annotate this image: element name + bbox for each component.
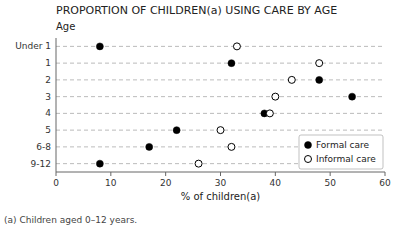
x-tick-label: 20 xyxy=(160,178,172,188)
x-tick-label: 60 xyxy=(379,178,391,188)
legend-label: Formal care xyxy=(316,140,370,150)
y-tick-label: 5 xyxy=(45,125,51,135)
category-guide xyxy=(56,79,385,80)
dot xyxy=(316,60,323,67)
dot xyxy=(266,110,273,117)
x-tick xyxy=(165,172,166,176)
dot xyxy=(316,76,323,83)
y-axis-line xyxy=(56,38,57,172)
category-guide xyxy=(56,113,385,114)
legend-swatch xyxy=(305,142,312,149)
dot xyxy=(96,43,103,50)
dot xyxy=(228,143,235,150)
dot xyxy=(233,43,240,50)
y-tick-label: 3 xyxy=(45,92,51,102)
footnote: (a) Children aged 0–12 years. xyxy=(4,215,137,225)
y-tick-label: 4 xyxy=(45,108,51,118)
category-guide xyxy=(56,46,385,47)
x-tick xyxy=(220,172,221,176)
dot xyxy=(173,127,180,134)
dot xyxy=(195,160,202,167)
x-tick xyxy=(56,172,57,176)
x-tick xyxy=(275,172,276,176)
legend: Formal care Informal care xyxy=(299,135,383,169)
category-guide xyxy=(56,96,385,97)
chart: PROPORTION OF CHILDREN(a) USING CARE BY … xyxy=(0,0,397,227)
x-tick-label: 0 xyxy=(53,178,59,188)
legend-label: Informal care xyxy=(316,154,376,164)
legend-swatch xyxy=(305,156,312,163)
title: PROPORTION OF CHILDREN(a) USING CARE BY … xyxy=(56,4,337,17)
x-tick-label: 10 xyxy=(105,178,117,188)
dot xyxy=(228,60,235,67)
y-tick-label: Under 1 xyxy=(15,41,51,51)
x-tick-label: 30 xyxy=(215,178,227,188)
x-tick-label: 50 xyxy=(324,178,336,188)
dot xyxy=(96,160,103,167)
dot xyxy=(217,127,224,134)
x-tick xyxy=(385,172,386,176)
y-axis-label: Age xyxy=(56,21,75,32)
y-tick-label: 6-8 xyxy=(36,142,51,152)
category-guide xyxy=(56,63,385,64)
y-tick-label: 9-12 xyxy=(31,159,51,169)
dot xyxy=(146,143,153,150)
x-axis-label: % of children(a) xyxy=(181,191,261,202)
dot xyxy=(349,93,356,100)
dot xyxy=(288,76,295,83)
x-tick xyxy=(110,172,111,176)
dot xyxy=(272,93,279,100)
legend-frame xyxy=(299,135,383,169)
x-tick xyxy=(330,172,331,176)
x-tick-label: 40 xyxy=(270,178,282,188)
y-tick-label: 1 xyxy=(45,58,51,68)
y-tick-label: 2 xyxy=(45,75,51,85)
